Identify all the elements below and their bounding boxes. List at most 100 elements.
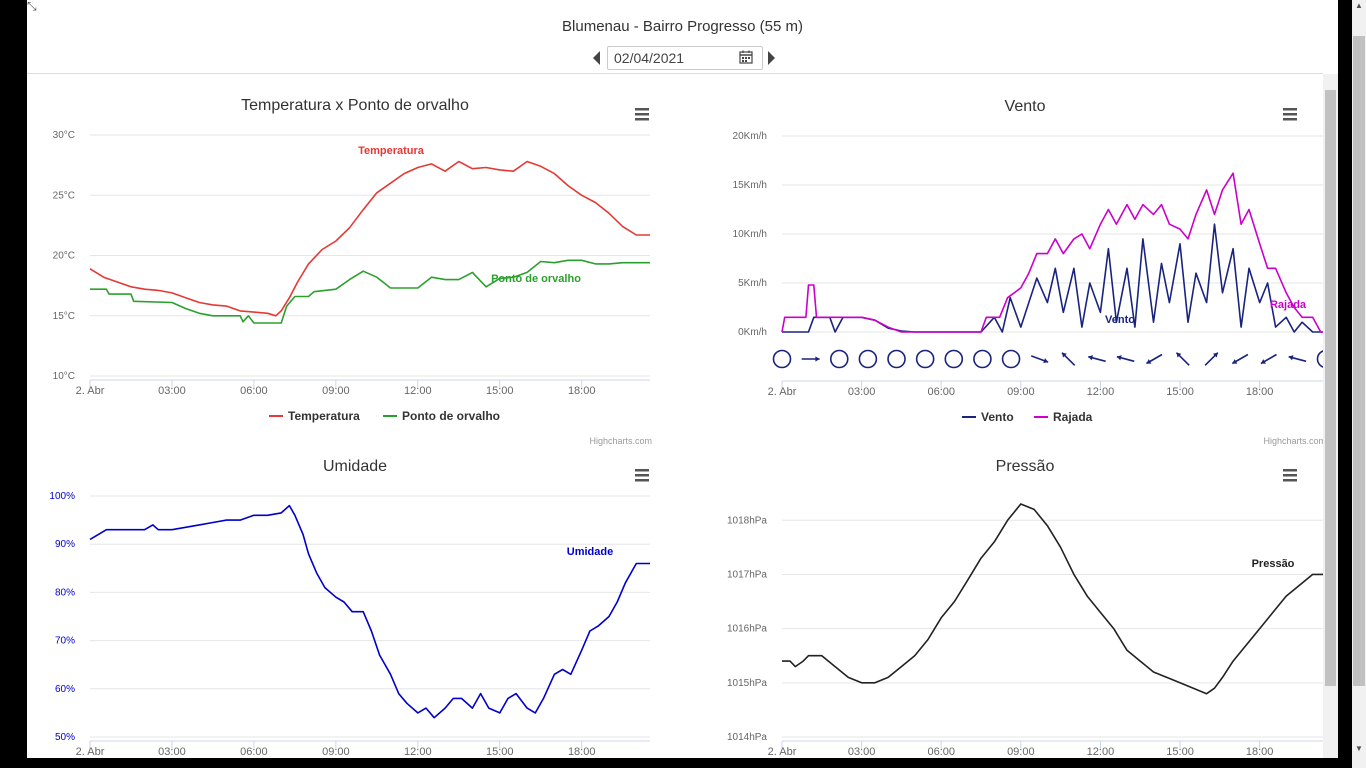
wind-direction-arrowhead bbox=[1116, 355, 1122, 361]
header-divider bbox=[27, 73, 1323, 74]
legend-item[interactable]: Temperatura bbox=[288, 409, 360, 423]
hamburger-menu-icon[interactable] bbox=[1283, 469, 1297, 482]
wind-direction-arrowhead bbox=[815, 356, 820, 362]
hamburger-menu-icon[interactable] bbox=[1283, 108, 1297, 121]
chart-title: Temperatura x Ponto de orvalho bbox=[241, 97, 469, 114]
wind-direction-arrowhead bbox=[1043, 358, 1049, 364]
y-tick-label: 100% bbox=[49, 491, 75, 502]
y-tick-label: 1014hPa bbox=[727, 732, 767, 743]
humidity-chart: Umidade 50% 60% 70% 80% 90% 100% 2. Abr 03:00 06:… bbox=[49, 458, 650, 758]
series-end-label: Umidade bbox=[567, 546, 613, 558]
y-tick-label: 15°C bbox=[53, 311, 75, 322]
x-tick-label: 18:00 bbox=[1246, 746, 1274, 758]
arrow-left-icon[interactable] bbox=[593, 51, 600, 65]
series-line-rajada bbox=[781, 172, 1323, 333]
wind-direction-arrowhead bbox=[1176, 352, 1182, 358]
x-tick-label: 12:00 bbox=[404, 746, 432, 758]
hamburger-menu-icon[interactable] bbox=[635, 108, 649, 121]
x-tick-label: 03:00 bbox=[848, 386, 876, 398]
window-border bbox=[1338, 0, 1352, 768]
y-tick-label: 1016hPa bbox=[727, 624, 767, 635]
y-tick-label: 90% bbox=[55, 539, 75, 550]
y-tick-label: 15Km/h bbox=[733, 180, 767, 191]
x-tick-label: 18:00 bbox=[568, 385, 596, 397]
calendar-icon[interactable] bbox=[739, 50, 753, 64]
y-tick-label: 50% bbox=[55, 732, 75, 743]
scroll-down-icon[interactable]: ▼ bbox=[1355, 744, 1363, 753]
x-tick-label: 09:00 bbox=[1007, 746, 1035, 758]
pressure-chart: Pressão 1014hPa 1015hPa 1016hPa 1017hPa 1018h… bbox=[727, 458, 1323, 758]
x-tick-label: 18:00 bbox=[1246, 386, 1274, 398]
wind-calm-marker bbox=[772, 349, 792, 369]
date-selector bbox=[593, 46, 793, 72]
wind-direction-arrowhead bbox=[1146, 359, 1152, 364]
x-tick-label: 12:00 bbox=[1087, 746, 1115, 758]
inner-scrollbar-thumb[interactable] bbox=[1325, 90, 1336, 686]
y-tick-label: 1018hPa bbox=[727, 515, 767, 526]
legend-item[interactable]: Vento bbox=[981, 410, 1014, 424]
wind-calm-marker bbox=[829, 349, 849, 369]
page-scrollbar-thumb[interactable] bbox=[1353, 36, 1365, 686]
x-tick-label: 15:00 bbox=[1166, 746, 1194, 758]
series-line-temperatura bbox=[89, 160, 650, 317]
series-end-label: Ponto de orvalho bbox=[491, 273, 581, 285]
wind-calm-marker bbox=[944, 349, 964, 369]
wind-direction-arrowhead bbox=[1212, 352, 1218, 358]
x-tick-label: 2. Abr bbox=[768, 746, 797, 758]
chart-title: Umidade bbox=[323, 458, 387, 475]
x-tick-label: 15:00 bbox=[486, 385, 514, 397]
series-end-label: Vento bbox=[1105, 314, 1135, 326]
x-tick-label: 09:00 bbox=[1007, 386, 1035, 398]
y-tick-label: 10°C bbox=[53, 371, 75, 382]
series-end-label: Temperatura bbox=[358, 145, 425, 157]
y-tick-label: 25°C bbox=[53, 190, 75, 201]
credits-link[interactable]: Highcharts.com bbox=[1263, 436, 1323, 446]
x-tick-label: 12:00 bbox=[1087, 386, 1115, 398]
app-frame: ⤡ Blumenau - Bairro Progresso (55 m) Tem… bbox=[27, 0, 1338, 758]
wind-direction-arrowhead bbox=[1088, 355, 1094, 361]
series-end-label: Rajada bbox=[1270, 299, 1307, 311]
chart-title: Vento bbox=[1005, 98, 1046, 115]
legend-item[interactable]: Ponto de orvalho bbox=[402, 409, 500, 423]
chart-title: Pressão bbox=[996, 458, 1055, 475]
x-tick-label: 2. Abr bbox=[768, 386, 797, 398]
series-end-label: Pressão bbox=[1252, 558, 1295, 570]
x-tick-label: 03:00 bbox=[848, 746, 876, 758]
wind-chart: Vento 0Km/h 5Km/h 10Km/h 15Km/h 20Km/h 2. Abr 0… bbox=[733, 98, 1323, 446]
x-tick-label: 2. Abr bbox=[76, 746, 105, 758]
wind-direction-arrowhead bbox=[1288, 355, 1294, 361]
wind-direction-arrowhead bbox=[1232, 359, 1238, 364]
hamburger-menu-icon[interactable] bbox=[635, 469, 649, 482]
x-tick-label: 15:00 bbox=[486, 746, 514, 758]
x-tick-label: 09:00 bbox=[322, 746, 350, 758]
x-tick-label: 15:00 bbox=[1166, 386, 1194, 398]
expand-icon[interactable]: ⤡ bbox=[27, 0, 37, 13]
wind-calm-marker bbox=[1001, 349, 1021, 369]
arrow-right-icon[interactable] bbox=[768, 51, 775, 65]
x-tick-label: 2. Abr bbox=[76, 385, 105, 397]
y-tick-label: 20°C bbox=[53, 251, 75, 262]
x-tick-label: 18:00 bbox=[568, 746, 596, 758]
y-tick-label: 1017hPa bbox=[727, 569, 767, 580]
scroll-up-icon[interactable]: ▲ bbox=[1355, 1, 1363, 10]
y-tick-label: 1015hPa bbox=[727, 678, 767, 689]
y-tick-label: 20Km/h bbox=[733, 131, 767, 142]
x-tick-label: 03:00 bbox=[158, 385, 186, 397]
x-tick-label: 09:00 bbox=[322, 385, 350, 397]
series-line-pressão bbox=[782, 503, 1323, 695]
wind-calm-marker bbox=[915, 349, 935, 369]
x-tick-label: 12:00 bbox=[404, 385, 432, 397]
date-input[interactable] bbox=[607, 46, 763, 70]
x-tick-label: 06:00 bbox=[927, 386, 955, 398]
wind-calm-marker bbox=[973, 349, 992, 369]
y-tick-label: 5Km/h bbox=[738, 278, 767, 289]
series-line-umidade bbox=[89, 504, 650, 719]
series-line-ponto-de-orvalho bbox=[90, 259, 650, 324]
legend-item[interactable]: Rajada bbox=[1053, 410, 1093, 424]
x-tick-label: 06:00 bbox=[927, 746, 955, 758]
credits-link[interactable]: Highcharts.com bbox=[589, 436, 652, 446]
y-tick-label: 0Km/h bbox=[738, 327, 767, 338]
x-tick-label: 06:00 bbox=[240, 746, 268, 758]
x-tick-label: 06:00 bbox=[240, 385, 268, 397]
series-line-vento bbox=[782, 223, 1323, 333]
